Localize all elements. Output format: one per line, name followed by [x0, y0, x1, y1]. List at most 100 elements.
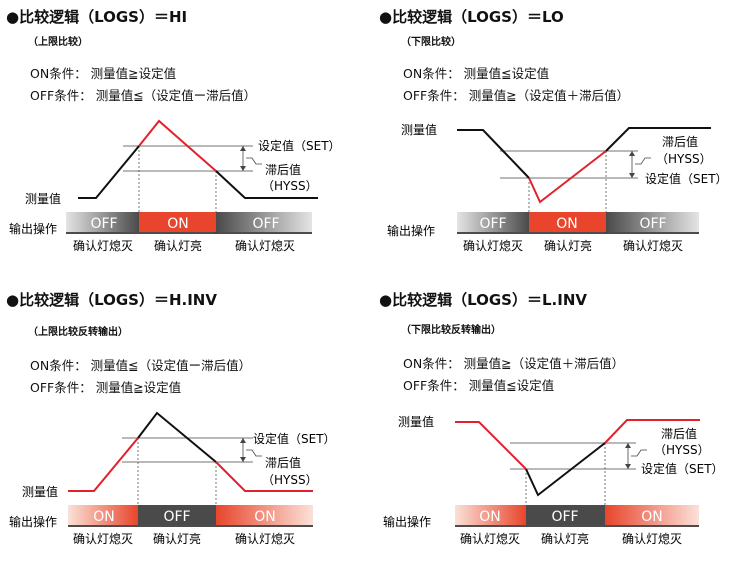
- waveform-red: [68, 437, 139, 492]
- output-segment: [68, 505, 138, 525]
- hyss-bracket: [631, 449, 647, 457]
- waveform-red: [528, 150, 607, 204]
- hyss-label: （HYSS）: [654, 443, 710, 457]
- set-label: 设定值（SET）: [645, 171, 728, 186]
- panel-title: ●比较逻辑（LOGS）＝H.INV: [6, 291, 217, 309]
- waveform-black: [525, 442, 606, 497]
- confirm-label: 确认灯熄灭: [463, 239, 523, 253]
- h-inv-diagram: 设定值（SET） 滞后值 （HYSS） 测量值 输出操作 ON OFF ON 确…: [9, 411, 336, 546]
- segment-label: OFF: [90, 216, 117, 232]
- panel-subtitle: （上限比较）: [28, 37, 88, 48]
- panel-l-inv: ●比较逻辑（LOGS）＝L.INV （下限比较反转输出） ON条件： 测量值≧（…: [373, 283, 745, 563]
- output-label: 输出操作: [9, 221, 57, 236]
- measured-label: 测量值: [25, 191, 61, 206]
- segment-label: ON: [254, 509, 276, 525]
- output-segment: [457, 212, 529, 232]
- output-label: 输出操作: [383, 514, 431, 529]
- measured-label: 测量值: [398, 414, 434, 429]
- confirm-label: 确认灯亮: [153, 531, 201, 546]
- output-segment: [216, 505, 313, 525]
- hyss-label: （HYSS）: [656, 152, 712, 166]
- waveform-red: [604, 419, 700, 444]
- measured-label: 测量值: [401, 122, 437, 137]
- hyss-bracket: [246, 449, 262, 457]
- panel-title: ●比较逻辑（LOGS）＝L.INV: [379, 291, 587, 309]
- confirm-label: 确认灯熄灭: [73, 532, 133, 546]
- off-condition: OFF条件： 测量值≧（设定值＋滞后值）: [403, 88, 630, 103]
- output-segment: [216, 212, 312, 232]
- waveform-red: [215, 461, 313, 492]
- panel-h-inv: ●比较逻辑（LOGS）＝H.INV （上限比较反转输出） ON条件： 测量值≦（…: [0, 283, 372, 563]
- confirm-label: 确认灯熄灭: [235, 239, 295, 253]
- confirm-label: 确认灯熄灭: [73, 239, 133, 253]
- panel-lo: ●比较逻辑（LOGS）＝LO （下限比较） ON条件： 测量值≦设定值 OFF条…: [373, 0, 745, 280]
- confirm-label: 确认灯熄灭: [622, 532, 682, 546]
- arrow-head-icon: [629, 151, 635, 156]
- waveform-red: [455, 421, 527, 470]
- l-inv-diagram: 滞后值 （HYSS） 设定值（SET） 测量值 输出操作 ON OFF ON 确…: [383, 414, 724, 546]
- output-segment: [139, 212, 216, 232]
- segment-label: OFF: [551, 509, 578, 525]
- confirm-label: 确认灯熄灭: [460, 532, 520, 546]
- hyss-label: 滞后值: [265, 162, 301, 177]
- hi-diagram: 设定值（SET） 滞后值 （HYSS） 测量值 输出操作 OFF ON OFF …: [9, 119, 341, 253]
- arrow-head-icon: [240, 146, 246, 151]
- on-condition: ON条件： 测量值≦（设定值ー滞后值）: [30, 358, 252, 373]
- panel-subtitle: （上限比较反转输出）: [28, 327, 128, 338]
- confirm-label: 确认灯熄灭: [235, 532, 295, 546]
- confirm-label: 确认灯亮: [154, 238, 202, 253]
- measured-label: 测量值: [22, 484, 58, 499]
- waveform-black: [605, 127, 711, 152]
- segment-label: ON: [479, 509, 501, 525]
- waveform-black: [78, 145, 140, 199]
- segment-label: OFF: [639, 216, 666, 232]
- set-label: 设定值（SET）: [258, 138, 341, 153]
- waveform-black: [457, 129, 530, 179]
- segment-label: ON: [641, 509, 663, 525]
- segment-label: ON: [167, 216, 189, 232]
- on-condition: ON条件： 测量值≧（设定值＋滞后值）: [403, 356, 625, 371]
- output-segment: [606, 212, 699, 232]
- output-segment: [138, 505, 216, 525]
- output-segment: [526, 505, 605, 525]
- panel-subtitle: （下限比较反转输出）: [401, 325, 501, 336]
- panel-title: ●比较逻辑（LOGS）＝LO: [379, 8, 564, 26]
- set-label: 设定值（SET）: [253, 431, 336, 446]
- off-condition: OFF条件： 测量值≦（设定值ー滞后值）: [30, 88, 257, 103]
- segment-label: ON: [93, 509, 115, 525]
- confirm-label: 确认灯熄灭: [623, 239, 683, 253]
- hyss-bracket: [635, 157, 651, 165]
- hyss-label: 滞后值: [661, 426, 697, 441]
- output-label: 输出操作: [9, 514, 57, 529]
- hyss-label: 滞后值: [662, 134, 698, 149]
- confirm-label: 确认灯亮: [541, 531, 589, 546]
- waveform-black: [215, 170, 318, 199]
- hyss-label: （HYSS）: [262, 473, 318, 487]
- output-segment: [605, 505, 699, 525]
- arrow-head-icon: [625, 443, 631, 448]
- arrow-head-icon: [240, 438, 246, 443]
- segment-label: OFF: [479, 216, 506, 232]
- output-label: 输出操作: [387, 223, 435, 238]
- arrow-head-icon: [240, 457, 246, 462]
- lo-diagram: 滞后值 （HYSS） 设定值（SET） 测量值 输出操作 OFF ON OFF …: [387, 122, 728, 253]
- arrow-head-icon: [625, 464, 631, 469]
- segment-label: OFF: [252, 216, 279, 232]
- off-condition: OFF条件： 测量值≦设定值: [403, 378, 555, 393]
- segment-label: OFF: [163, 509, 190, 525]
- on-condition: ON条件： 测量值≧设定值: [30, 66, 177, 81]
- segment-label: ON: [556, 216, 578, 232]
- output-segment: [66, 212, 139, 232]
- confirm-label: 确认灯亮: [544, 238, 592, 253]
- set-label: 设定值（SET）: [641, 461, 724, 476]
- panel-title: ●比较逻辑（LOGS）＝HI: [6, 8, 188, 26]
- hyss-label: （HYSS）: [262, 179, 318, 193]
- hyss-bracket: [246, 157, 262, 165]
- output-segment: [529, 212, 606, 232]
- output-segment: [455, 505, 526, 525]
- on-condition: ON条件： 测量值≦设定值: [403, 66, 550, 81]
- arrow-head-icon: [240, 166, 246, 171]
- panel-subtitle: （下限比较）: [401, 37, 461, 48]
- waveform-red: [138, 119, 217, 172]
- waveform-black: [137, 411, 217, 463]
